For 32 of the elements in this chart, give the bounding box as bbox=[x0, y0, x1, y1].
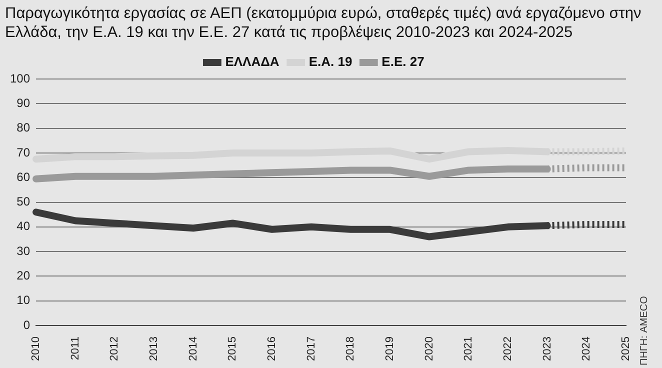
x-tick-label: 2016 bbox=[266, 336, 278, 362]
y-tick-label: 100 bbox=[10, 71, 30, 86]
x-tick-label: 2010 bbox=[30, 336, 42, 362]
x-tick-label: 2023 bbox=[541, 336, 554, 362]
y-tick-label: 50 bbox=[16, 194, 30, 209]
x-tick-label: 2017 bbox=[305, 336, 318, 362]
x-tick-label: 2011 bbox=[69, 336, 82, 360]
y-tick-label: 90 bbox=[16, 96, 30, 110]
y-tick-label: 10 bbox=[16, 293, 30, 308]
legend-label: Ε.Ε. 27 bbox=[382, 54, 424, 70]
text: ΠΗΓΗ: AMECO bbox=[638, 296, 650, 366]
x-tick-label: 2012 bbox=[108, 336, 121, 362]
x-tick-label: 2024 bbox=[580, 336, 593, 362]
x-tick-label: 2019 bbox=[384, 336, 396, 362]
y-tick-label: 20 bbox=[16, 268, 30, 283]
x-tick-label: 2018 bbox=[344, 336, 357, 362]
y-tick-label: 0 bbox=[23, 318, 30, 332]
x-tick-label: 2020 bbox=[423, 336, 436, 362]
x-tick-label: 2021 bbox=[462, 336, 475, 362]
legend-label: Ε.Α. 19 bbox=[308, 54, 352, 70]
y-tick-label: 30 bbox=[16, 244, 30, 258]
y-tick-label: 70 bbox=[16, 145, 30, 160]
y-tick-label: 40 bbox=[16, 219, 30, 234]
y-tick-label: 60 bbox=[16, 170, 30, 184]
y-tick-label: 80 bbox=[16, 120, 30, 135]
x-tick-label: 2022 bbox=[502, 336, 514, 362]
x-tick-label: 2013 bbox=[148, 336, 160, 362]
x-tick-label: 2014 bbox=[187, 336, 200, 362]
legend-label: ΕΛΛΑΔΑ bbox=[225, 54, 280, 70]
x-tick-label: 2015 bbox=[226, 336, 239, 362]
x-tick-label: 2025 bbox=[620, 336, 632, 362]
chart-title: Παραγωγικότητα εργασίας σε ΑΕΠ (εκατομμύρια ευρώ, σταθερές τιμές) ανά εργαζόμενο στην Ελλάδα, την Ε.Α. 19 και την Ε.Ε. 27 κατά τις προβλέψεις 2010-2023 και 2024-2025 bbox=[4, 4, 642, 43]
